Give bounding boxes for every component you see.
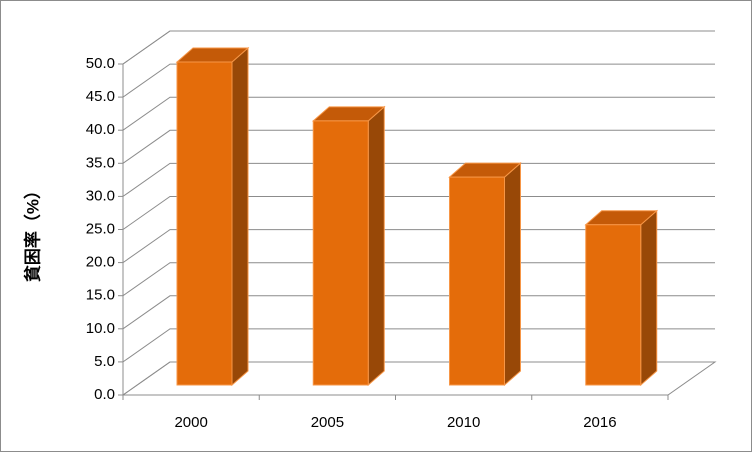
grid-line: [122, 295, 715, 330]
y-tick-label: 40.0: [86, 121, 115, 138]
bar-side: [504, 162, 521, 387]
x-tick-label: 2016: [583, 414, 616, 431]
y-tick-label: 25.0: [86, 220, 115, 237]
bar-side: [231, 46, 249, 387]
grid-line: [122, 129, 715, 164]
grid-line: [122, 196, 715, 230]
y-tick-label: 5.0: [94, 353, 115, 370]
y-tick-label: 35.0: [86, 154, 115, 171]
bar-front: [176, 61, 233, 386]
y-tick-label: 45.0: [86, 88, 115, 105]
grid-line: [122, 262, 715, 297]
x-tick-label: 2000: [174, 414, 207, 431]
bar-front: [585, 224, 642, 386]
y-tick-label: 15.0: [86, 287, 115, 304]
y-axis-label: 貧困率（%）: [22, 182, 42, 282]
grid-line: [122, 30, 715, 65]
y-tick-label: 30.0: [86, 187, 115, 204]
y-tick-label: 0.0: [94, 386, 115, 403]
grid-line: [122, 328, 715, 363]
y-tick-label: 20.0: [86, 254, 115, 271]
bar-front: [449, 176, 505, 386]
grid-line: [122, 361, 715, 396]
bar-front: [312, 120, 369, 386]
grid-line: [122, 63, 715, 98]
bar-side: [367, 105, 385, 387]
y-tick-label: 50.0: [86, 55, 115, 72]
bar: [175, 46, 250, 387]
bar: [448, 162, 522, 387]
grid-line: [122, 229, 715, 264]
bar: [584, 209, 659, 387]
x-tick-label: 2005: [311, 414, 344, 431]
grid-line: [122, 162, 715, 197]
bar: [311, 105, 386, 387]
x-tick-label: 2010: [447, 414, 480, 431]
y-tick-label: 10.0: [86, 320, 115, 337]
grid-line: [122, 96, 715, 131]
bar-side: [640, 209, 658, 387]
